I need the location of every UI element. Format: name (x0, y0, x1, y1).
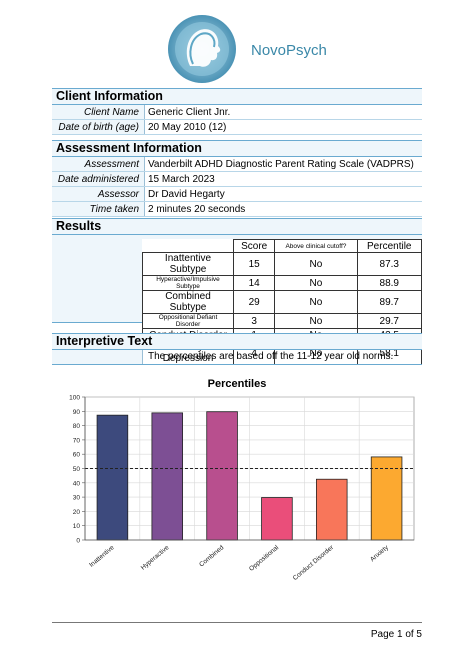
x-tick-label: Anxiety (369, 544, 390, 564)
score-header: Score (232, 239, 276, 253)
bar-combined (206, 411, 238, 541)
result-name: Inattentive Subtype (142, 252, 234, 276)
x-tick-label: Combined (198, 544, 225, 569)
assessment-label: Assessment (52, 157, 145, 172)
interpretive-title: Interpretive Text (52, 333, 422, 350)
date-administered-value: 15 March 2023 (144, 171, 422, 187)
bar-anxiety (370, 456, 403, 541)
assessment-info-title: Assessment Information (52, 140, 422, 157)
y-tick-label: 10 (73, 523, 81, 530)
dob-label: Date of birth (age) (52, 119, 145, 135)
time-taken-label: Time taken (52, 201, 145, 217)
y-tick-label: 0 (76, 538, 80, 545)
assessment-info-section: Assessment Information Assessment Vander… (52, 140, 422, 217)
assessment-row: Assessment Vanderbilt ADHD Diagnostic Pa… (52, 157, 422, 172)
client-info-section: Client Information Client Name Generic C… (52, 88, 422, 135)
date-administered-row: Date administered 15 March 2023 (52, 171, 422, 187)
above-cutoff-header: Above clinical cutoff? (274, 239, 358, 253)
dob-row: Date of birth (age) 20 May 2010 (12) (52, 119, 422, 135)
interpretive-gap (52, 350, 143, 364)
novopsych-logo (166, 14, 238, 84)
y-tick-label: 30 (73, 495, 81, 502)
client-name-value: Generic Client Jnr. (144, 105, 422, 120)
client-name-row: Client Name Generic Client Jnr. (52, 105, 422, 120)
table-row: Inattentive Subtype 15 No 87.3 (142, 252, 422, 276)
x-tick-label: Oppositional (248, 544, 281, 573)
result-above-cutoff: No (274, 252, 358, 276)
result-above-cutoff: No (274, 290, 358, 314)
assessor-value: Dr David Hegarty (144, 186, 422, 202)
results-header-row: Score Above clinical cutoff? Percentile (142, 239, 422, 253)
footer-divider (52, 622, 422, 623)
y-tick-label: 80 (73, 423, 81, 430)
date-administered-label: Date administered (52, 171, 145, 187)
dob-value: 20 May 2010 (12) (144, 119, 422, 135)
percentiles-chart: 0 10 20 30 40 50 60 70 80 90 100 Inattentive Hyperac… (69, 395, 415, 582)
results-title: Results (52, 218, 422, 235)
brand-name: NovoPsych (251, 42, 327, 59)
assessment-value: Vanderbilt ADHD Diagnostic Parent Rating… (144, 157, 422, 172)
bar-oppositional (261, 497, 293, 541)
bar-conduct-disorder (315, 478, 348, 541)
interpretive-section: Interpretive Text The percentiles are ba… (52, 333, 422, 365)
y-tick-label: 50 (73, 466, 81, 473)
x-tick-label: Hyperactive (140, 544, 171, 572)
x-tick-label: Inattentive (88, 544, 116, 569)
bar-hyperactive (151, 412, 184, 541)
y-tick-label: 90 (73, 409, 81, 416)
y-tick-label: 70 (73, 437, 81, 444)
y-tick-label: 20 (73, 509, 81, 516)
chart-title: Percentiles (207, 378, 267, 390)
result-percentile: 89.7 (356, 290, 422, 314)
interpretive-text: The percentiles are based off the 11-12 … (148, 351, 394, 362)
table-row: Combined Subtype 29 No 89.7 (142, 290, 422, 314)
client-info-title: Client Information (52, 88, 422, 105)
bar-inattentive (96, 414, 129, 541)
x-tick-label: Conduct Disorder (292, 544, 336, 582)
interpretive-row: The percentiles are based off the 11-12 … (52, 350, 422, 365)
time-taken-value: 2 minutes 20 seconds (144, 201, 422, 217)
y-tick-label: 100 (69, 395, 80, 402)
assessor-label: Assessor (52, 186, 145, 202)
assessment-info-table: Assessment Vanderbilt ADHD Diagnostic Pa… (52, 157, 422, 217)
y-tick-label: 40 (73, 480, 81, 487)
assessor-row: Assessor Dr David Hegarty (52, 186, 422, 202)
time-taken-row: Time taken 2 minutes 20 seconds (52, 201, 422, 217)
y-tick-label: 60 (73, 452, 81, 459)
table-row: Oppositional Defiant Disorder 3 No 29.7 (142, 313, 422, 329)
page-number: Page 1 of 5 (370, 629, 422, 640)
interpretive-body: The percentiles are based off the 11-12 … (52, 350, 422, 365)
client-info-table: Client Name Generic Client Jnr. Date of … (52, 105, 422, 135)
client-name-label: Client Name (52, 105, 145, 120)
